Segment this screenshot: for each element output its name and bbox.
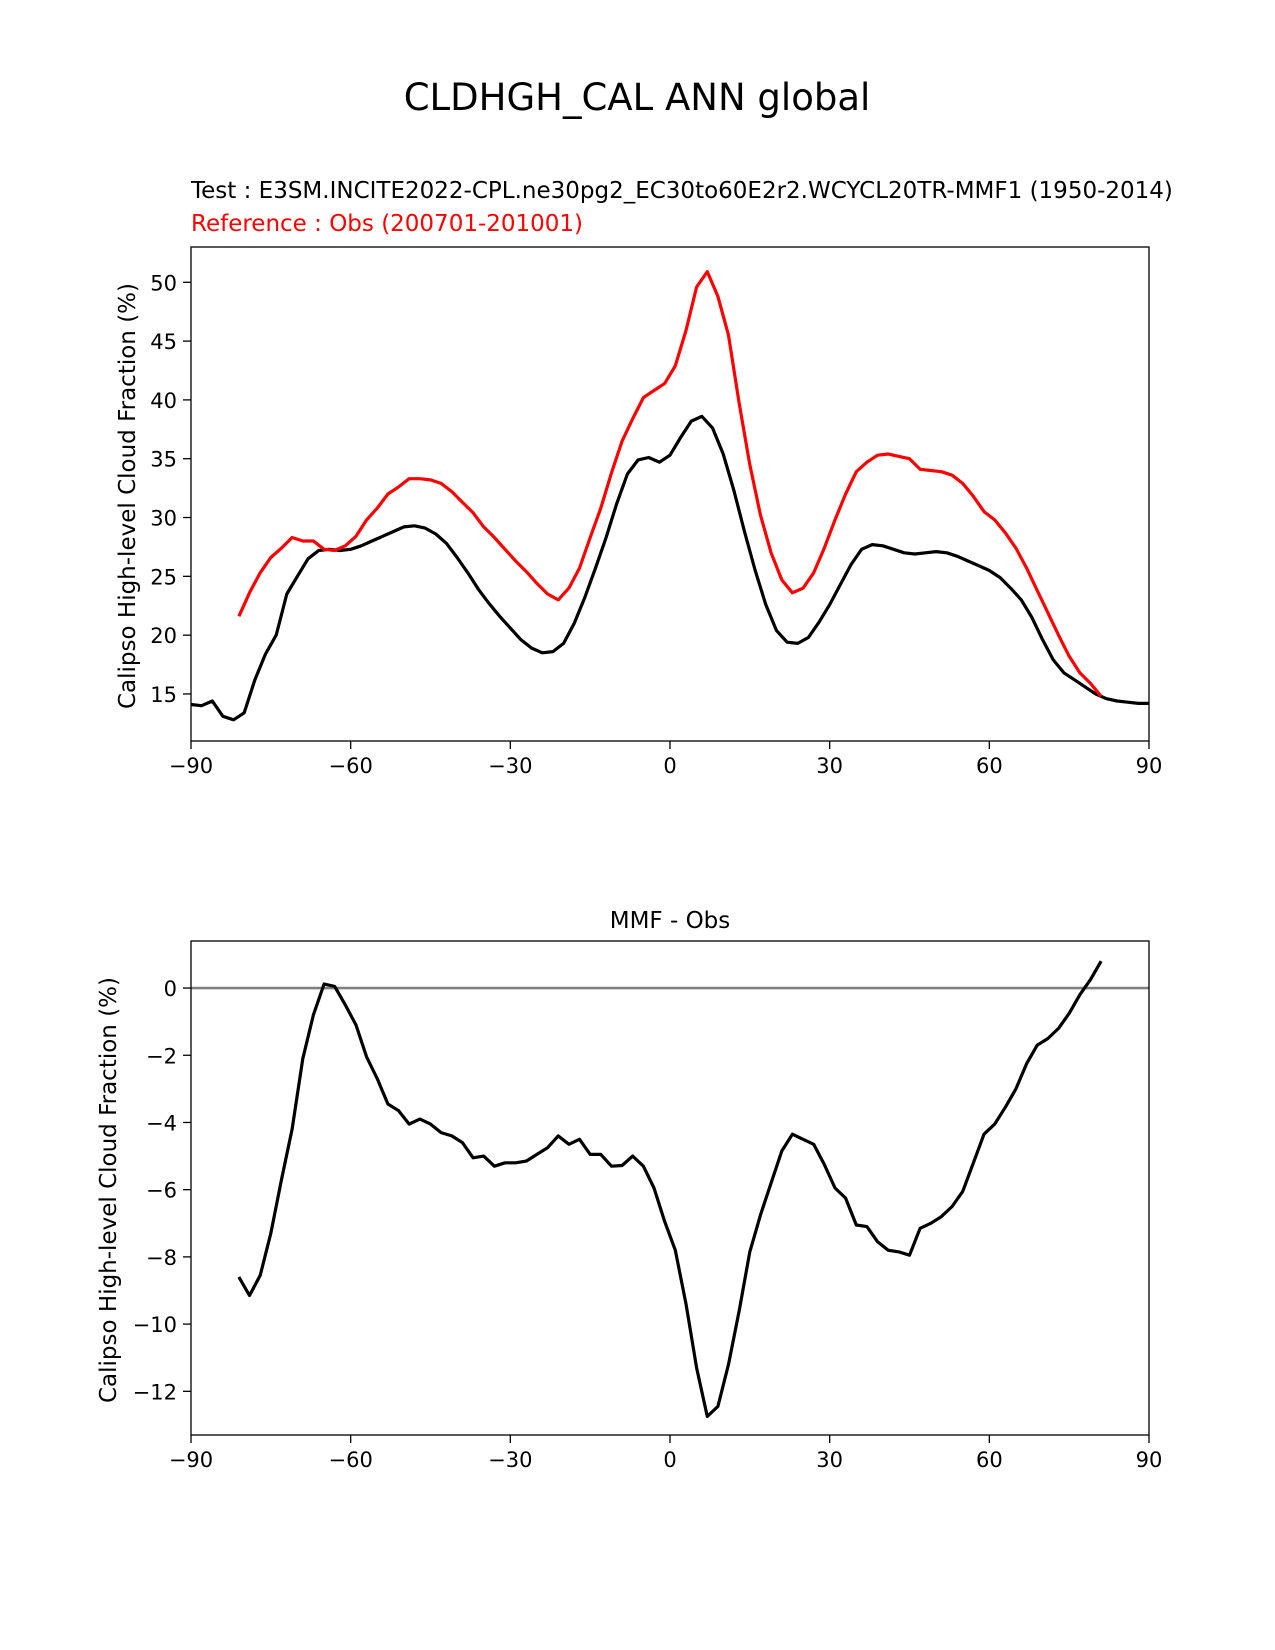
top-y-tick-label: 15 <box>150 683 177 707</box>
figure-title: CLDHGH_CAL ANN global <box>404 76 871 119</box>
top-axes-frame <box>190 246 1150 742</box>
bottom-y-tick-label: −12 <box>133 1380 177 1404</box>
bottom-title: MMF - Obs <box>610 908 731 934</box>
bottom-series-lines <box>191 960 1149 1419</box>
bottom-x-tick-label: 0 <box>663 1448 676 1472</box>
bottom-x-tick-label: 60 <box>976 1448 1003 1472</box>
bottom-y-axis-label: Calipso High-level Cloud Fraction (%) <box>96 977 122 1403</box>
top-y-tick-label: 20 <box>150 624 177 648</box>
bottom-x-tick-label: −60 <box>329 1448 373 1472</box>
top-y-tick-label: 45 <box>150 330 177 354</box>
top-reference-subtitle: Reference : Obs (200701-201001) <box>191 211 583 237</box>
bottom-x-tick-label: −30 <box>488 1448 532 1472</box>
top-x-tick-label: −60 <box>329 754 373 778</box>
bottom-x-tick-label: 30 <box>816 1448 843 1472</box>
top-y-axis-label: Calipso High-level Cloud Fraction (%) <box>115 283 141 709</box>
bottom-x-tick-label: −90 <box>169 1448 213 1472</box>
top-axis-ticks: −90 −60 −30 0 30 60 90 15 20 25 30 35 40 45 50 <box>150 271 1162 778</box>
bottom-y-tick-label: −10 <box>133 1313 177 1337</box>
top-x-tick-label: −30 <box>488 754 532 778</box>
bottom-y-tick-label: −6 <box>146 1179 177 1203</box>
top-y-tick-label: 40 <box>150 389 177 413</box>
bottom-y-tick-label: −2 <box>146 1044 177 1068</box>
bottom-series-mmf-obs-line <box>237 960 1103 1419</box>
top-y-tick-label: 35 <box>150 448 177 472</box>
top-x-tick-label: 90 <box>1136 754 1163 778</box>
bottom-axes-frame <box>190 940 1150 1436</box>
top-series-test-mmf-line <box>190 414 1149 722</box>
bottom-axis-ticks: −90 −60 −30 0 30 60 90 −12 −10 −8 −6 −4 −2 0 <box>133 977 1163 1472</box>
top-test-subtitle: Test : E3SM.INCITE2022-CPL.ne30pg2_EC30t… <box>190 178 1173 204</box>
top-panel: Test : E3SM.INCITE2022-CPL.ne30pg2_EC30t… <box>115 178 1173 778</box>
top-y-tick-label: 30 <box>150 507 177 531</box>
top-series-lines <box>190 270 1149 722</box>
bottom-x-tick-label: 90 <box>1136 1448 1163 1472</box>
top-y-tick-label: 50 <box>150 271 177 295</box>
top-x-tick-label: −90 <box>169 754 213 778</box>
bottom-y-tick-label: 0 <box>164 977 177 1001</box>
bottom-panel: MMF - Obs Calipso High-level Cloud Fract… <box>96 908 1162 1472</box>
bottom-y-tick-label: −4 <box>146 1111 177 1135</box>
top-x-tick-label: 0 <box>663 754 676 778</box>
top-series-reference-obs-line <box>237 270 1103 698</box>
bottom-y-tick-label: −8 <box>146 1246 177 1270</box>
top-x-tick-label: 30 <box>816 754 843 778</box>
top-x-tick-label: 60 <box>976 754 1003 778</box>
top-y-tick-label: 25 <box>150 565 177 589</box>
